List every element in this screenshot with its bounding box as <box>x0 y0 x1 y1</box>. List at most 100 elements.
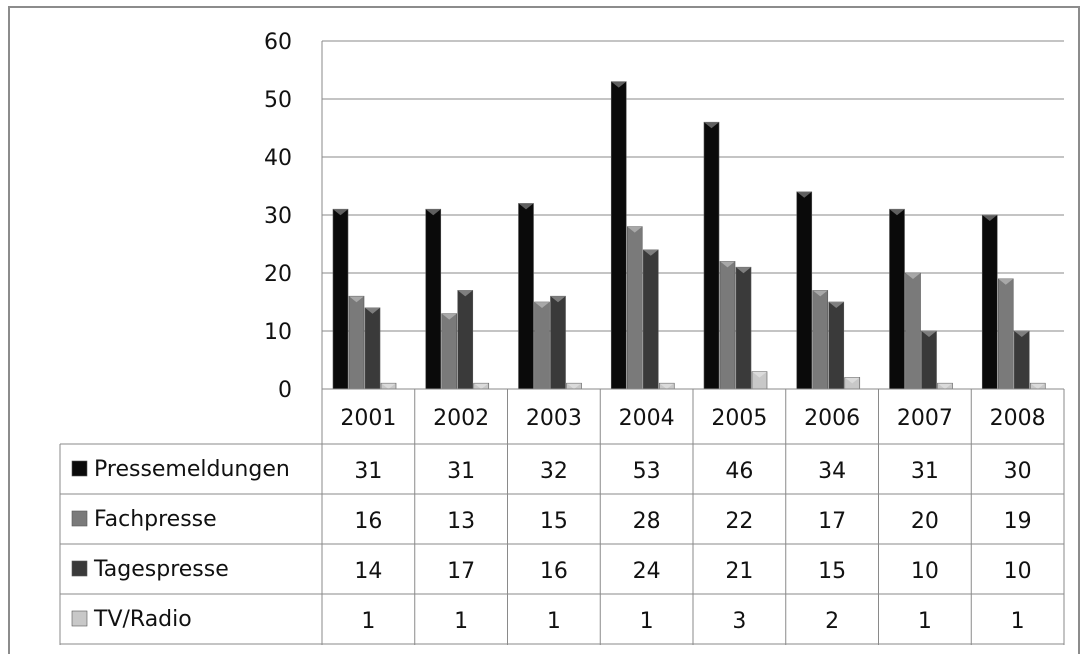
y-tick-label: 60 <box>264 30 292 55</box>
legend-label: TV/Radio <box>93 607 192 632</box>
bar-rect <box>534 301 550 390</box>
table-cell: 19 <box>1004 509 1032 534</box>
legend-swatch <box>71 560 88 577</box>
bar <box>828 301 845 390</box>
table-cell: 53 <box>633 459 661 484</box>
legend-swatch <box>71 510 88 527</box>
y-tick-label: 10 <box>264 320 292 345</box>
bar-cap <box>659 383 675 389</box>
x-category-label: 2004 <box>619 406 675 431</box>
bar <box>796 191 813 390</box>
bar-rect <box>1013 330 1030 390</box>
bar <box>1013 330 1030 390</box>
bar-rect <box>997 278 1014 390</box>
table-cell: 16 <box>540 559 568 584</box>
table-cell: 16 <box>354 509 382 534</box>
bar-cap <box>566 383 582 389</box>
bar-rect <box>889 208 905 390</box>
table-cell: 32 <box>540 459 568 484</box>
bars <box>332 81 1046 390</box>
bar-cap <box>611 81 627 88</box>
chart-frame <box>8 6 1080 654</box>
bar <box>380 382 397 390</box>
table-cell: 24 <box>633 559 661 584</box>
x-category-label: 2007 <box>897 406 953 431</box>
table-cell: 30 <box>1004 459 1032 484</box>
bar <box>937 382 953 390</box>
bar-rect <box>735 266 752 390</box>
bar-rect <box>457 290 474 390</box>
bar-cap <box>889 209 905 216</box>
bar <box>425 208 442 390</box>
bar-cap <box>349 296 364 303</box>
table-cell: 1 <box>640 609 654 634</box>
bar-rect <box>642 249 659 390</box>
bar <box>348 295 365 390</box>
table-cell: 10 <box>1004 559 1032 584</box>
table-cell: 31 <box>447 459 475 484</box>
table-cell: 31 <box>354 459 382 484</box>
bar <box>751 371 768 390</box>
bar <box>812 290 829 390</box>
bar <box>518 203 534 390</box>
bar-cap <box>381 383 396 389</box>
x-category-label: 2008 <box>990 406 1046 431</box>
bar <box>703 121 720 390</box>
bar-rect <box>905 272 921 390</box>
bar <box>844 377 861 390</box>
legend-swatch <box>71 610 88 627</box>
bar-cap <box>1030 383 1046 389</box>
bar-cap <box>627 226 643 233</box>
bar-cap <box>643 249 659 256</box>
bar-cap <box>828 302 844 308</box>
bar <box>735 266 752 390</box>
y-tick-label: 50 <box>264 88 292 113</box>
legend-label: Fachpresse <box>94 507 217 532</box>
bar-rect <box>364 307 381 390</box>
bar-cap <box>425 209 441 216</box>
bar <box>1029 382 1046 390</box>
bar-cap <box>736 267 751 274</box>
bar-cap <box>844 377 860 384</box>
table-cell: 15 <box>540 509 568 534</box>
bar-cap <box>550 296 566 303</box>
bar <box>457 290 474 390</box>
bar <box>550 295 566 390</box>
bar <box>997 278 1014 390</box>
y-tick-label: 0 <box>278 378 292 403</box>
bar-rect <box>626 226 643 390</box>
bar-cap <box>720 261 735 268</box>
bar-cap <box>473 383 489 389</box>
bar-rect <box>796 191 813 390</box>
bar-cap <box>937 383 953 389</box>
bar-cap <box>457 290 473 297</box>
bar-cap <box>1014 331 1030 337</box>
bar-cap <box>982 215 998 221</box>
bar <box>364 307 381 390</box>
y-tick-label: 20 <box>264 262 292 287</box>
table-cell: 20 <box>911 509 939 534</box>
bar <box>642 249 659 390</box>
legend-label: Pressemeldungen <box>94 457 290 482</box>
bar <box>566 382 582 390</box>
bar-rect <box>332 208 349 390</box>
x-category-label: 2006 <box>804 406 860 431</box>
bar <box>921 330 937 390</box>
table-cell: 46 <box>725 459 753 484</box>
bar-cap <box>704 122 719 129</box>
bar <box>473 382 490 390</box>
data-table: 2001 2002 2003 2004 2005 2006 2007 2008 Presseme… <box>59 388 1065 645</box>
bar-rect <box>348 295 365 390</box>
table-cell: 3 <box>732 609 746 634</box>
bar-rect <box>981 214 998 390</box>
x-category-label: 2002 <box>433 406 489 431</box>
bar-rect <box>610 81 627 390</box>
bar-rect <box>441 313 458 390</box>
bar <box>981 214 998 390</box>
bar-rect <box>719 261 736 390</box>
bar-cap <box>752 371 767 378</box>
bar-rect <box>828 301 845 390</box>
bar-cap <box>534 302 550 308</box>
bar-cap <box>998 278 1014 285</box>
